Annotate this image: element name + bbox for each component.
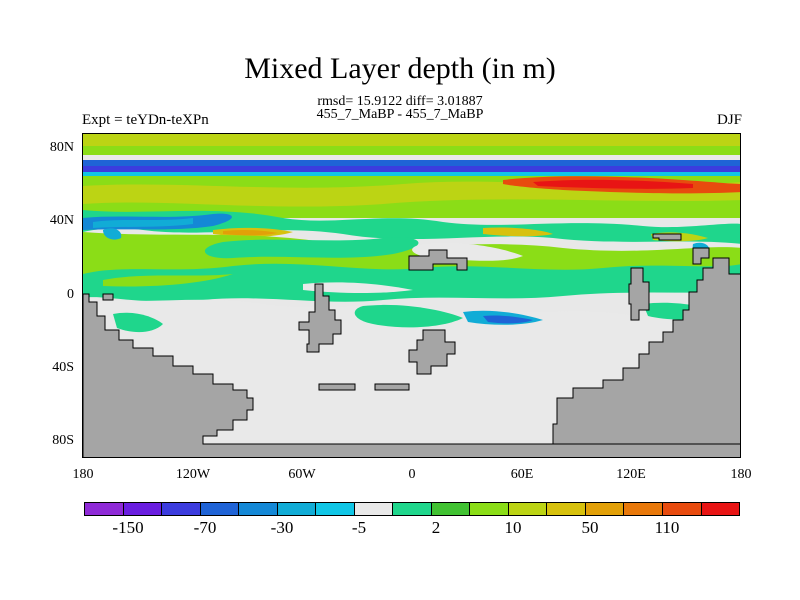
contour-fill	[303, 282, 413, 293]
colorbar-swatch	[701, 503, 740, 515]
colorbar-label: 50	[581, 518, 599, 537]
contour-fill	[83, 166, 740, 172]
contour-fill	[483, 227, 553, 237]
colorbar-swatch	[508, 503, 548, 515]
lon-tick-label: 180	[72, 467, 94, 482]
colorbar-swatch	[239, 503, 278, 515]
contour-fill	[83, 172, 740, 176]
colorbar-swatch	[354, 503, 394, 515]
colorbar-swatch	[123, 503, 163, 515]
contour-fill	[83, 155, 740, 160]
colorbar-swatch	[585, 503, 625, 515]
colorbar-label: -30	[270, 518, 294, 537]
lat-tick-label: 80N	[49, 140, 74, 155]
colorbar-swatch	[85, 503, 124, 515]
contour-fill	[103, 228, 122, 240]
contour-fill	[204, 237, 419, 259]
colorbar-swatch	[277, 503, 317, 515]
landmass-d	[628, 267, 650, 321]
contour-fill	[103, 274, 233, 287]
landmass-c	[408, 249, 468, 271]
colorbar-label: -5	[351, 518, 367, 537]
season-label: DJF	[716, 112, 742, 128]
map-plot-area	[82, 133, 741, 458]
lat-tick-label: 40S	[52, 360, 74, 375]
colorbar-label: 110	[654, 518, 680, 537]
stats-subtitle: rmsd= 15.9122 diff= 3.01887	[317, 94, 483, 109]
land-masses	[83, 233, 740, 457]
landmass-a	[298, 283, 342, 353]
lon-tick-label: 120W	[175, 467, 211, 482]
map-svg	[83, 134, 740, 457]
colorbar-swatch	[470, 503, 509, 515]
colorbar	[84, 502, 740, 516]
lon-tick-label: 0	[408, 467, 416, 482]
contour-fill	[223, 229, 278, 236]
experiment-label: Expt = teYDn-teXPn	[82, 112, 209, 128]
contour-fill	[93, 218, 193, 228]
landmass-h	[374, 383, 410, 391]
colorbar-swatch	[393, 503, 432, 515]
colorbar-swatch	[431, 503, 471, 515]
lon-tick-label: 60W	[288, 467, 316, 482]
landmass-f	[692, 247, 710, 265]
colorbar-label: 2	[431, 518, 441, 537]
colorbar-swatch	[162, 503, 201, 515]
lat-tick-label: 0	[67, 287, 74, 302]
contour-fill	[83, 210, 740, 244]
colorbar-label: 10	[504, 518, 522, 537]
lat-tick-label: 80S	[52, 433, 74, 448]
contour-fill	[354, 304, 463, 328]
contour-fill	[533, 179, 693, 189]
contour-fill	[483, 315, 533, 324]
landmass-b	[408, 329, 456, 375]
contour-fill	[83, 160, 740, 166]
contour-fill	[83, 134, 740, 146]
colorbar-swatch	[624, 503, 663, 515]
landmass-e	[652, 233, 682, 241]
colorbar-label: -70	[193, 518, 217, 537]
lon-tick-label: 120E	[616, 467, 646, 482]
colorbar-swatch	[662, 503, 702, 515]
map-title: Mixed Layer depth (in m)	[244, 52, 556, 85]
experiment-subtitle: 455_7_MaBP - 455_7_MaBP	[316, 107, 484, 122]
colorbar-swatch	[547, 503, 586, 515]
antarctica-west	[83, 293, 740, 457]
colorbar-swatch	[200, 503, 240, 515]
contour-fill	[83, 146, 740, 155]
colorbar-swatch	[316, 503, 355, 515]
landmass-g	[318, 383, 356, 391]
contour-fill	[113, 312, 163, 333]
lon-tick-label: 60E	[510, 467, 534, 482]
landmass-i	[102, 293, 114, 301]
lon-tick-label: 180	[730, 467, 752, 482]
antarctica-east	[552, 257, 740, 445]
lat-tick-label: 40N	[49, 213, 74, 228]
colorbar-label: -150	[112, 518, 144, 537]
contour-fill	[83, 263, 740, 302]
